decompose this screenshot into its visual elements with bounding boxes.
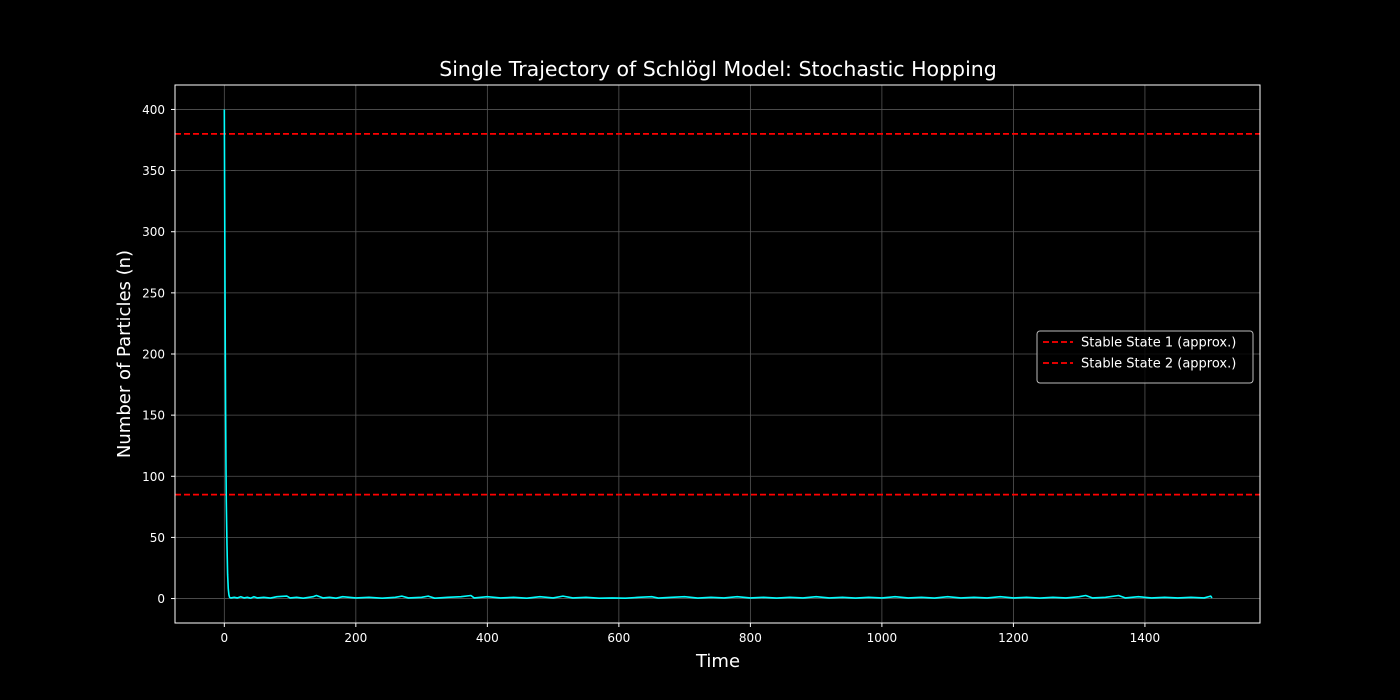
x-axis-ticks: 0 200 400 600 800 1000 1200 1400	[220, 623, 1160, 645]
series-layer	[223, 109, 1213, 599]
x-tick-label: 600	[607, 631, 630, 645]
legend-entry: Stable State 2 (approx.)	[1081, 357, 1236, 372]
x-tick-label: 1400	[1130, 631, 1161, 645]
y-tick-label: 150	[142, 409, 165, 423]
y-tick-label: 50	[150, 531, 165, 545]
y-tick-label: 100	[142, 470, 165, 484]
x-tick-label: 1200	[998, 631, 1029, 645]
x-tick-label: 0	[220, 631, 228, 645]
reference-lines	[175, 133, 1260, 496]
x-axis-label: Time	[695, 651, 740, 672]
y-tick-label: 250	[142, 286, 165, 300]
x-tick-label: 400	[476, 631, 499, 645]
y-axis-ticks: 0 50 100 150 200 250 300 350 400	[142, 103, 175, 606]
chart-title: Single Trajectory of Schlögl Model: Stoc…	[439, 57, 997, 81]
y-tick-label: 200	[142, 348, 165, 362]
x-tick-label: 200	[344, 631, 367, 645]
y-axis-label: Number of Particles (n)	[114, 250, 135, 458]
x-tick-label: 1000	[867, 631, 898, 645]
legend: Stable State 1 (approx.) Stable State 2 (…	[1036, 330, 1254, 384]
legend-entry: Stable State 1 (approx.)	[1081, 336, 1236, 351]
y-tick-label: 300	[142, 225, 165, 239]
y-tick-label: 350	[142, 164, 165, 178]
y-tick-label: 400	[142, 103, 165, 117]
legend-box	[1036, 330, 1254, 384]
trajectory-line	[223, 109, 1213, 599]
y-tick-label: 0	[157, 592, 165, 606]
x-tick-label: 800	[739, 631, 762, 645]
